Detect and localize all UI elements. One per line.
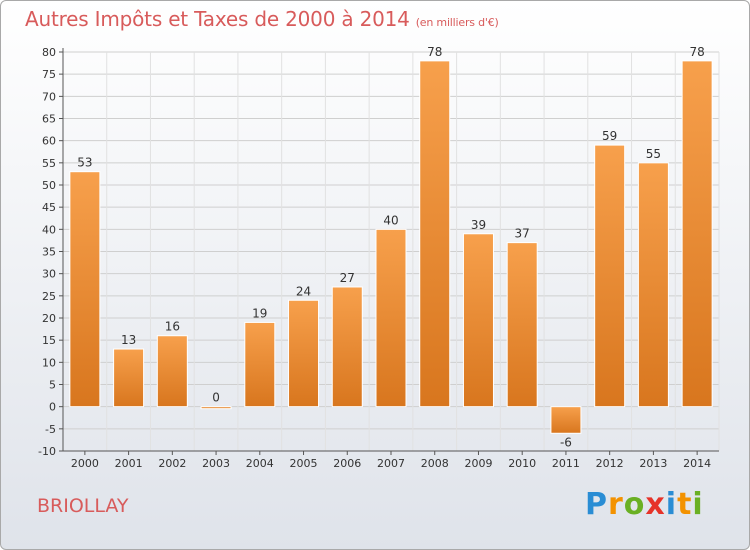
bar: [113, 348, 145, 408]
x-tick-label: 2013: [639, 457, 667, 470]
bar: [375, 228, 407, 408]
y-tick-label: 40: [42, 223, 56, 236]
title-text: Autres Impôts et Taxes de 2000 à 2014: [25, 7, 410, 31]
bar: [69, 171, 101, 408]
bar-value-label: 59: [602, 129, 617, 143]
x-tick-label: 2003: [202, 457, 230, 470]
bar: [331, 286, 363, 408]
bar-value-label: 78: [427, 45, 442, 59]
x-tick-label: 2000: [71, 457, 99, 470]
logo-letter: r: [608, 487, 624, 522]
bar: [681, 60, 713, 408]
y-tick-label: 65: [42, 113, 56, 126]
y-tick-label: 75: [42, 68, 56, 81]
bar: [419, 60, 451, 408]
logo-letter: i: [665, 487, 678, 522]
y-tick-label: -10: [38, 445, 56, 458]
y-tick-label: 15: [42, 334, 56, 347]
x-tick-label: 2010: [508, 457, 536, 470]
y-tick-label: 30: [42, 268, 56, 281]
logo-letter: t: [677, 487, 693, 522]
x-tick-label: 2006: [333, 457, 361, 470]
x-tick-label: 2007: [377, 457, 405, 470]
bar-value-label: 16: [165, 320, 180, 334]
bar: [200, 406, 232, 410]
proxiti-logo[interactable]: Proxiti: [585, 487, 704, 522]
bar: [244, 321, 276, 408]
bar-value-label: 39: [471, 218, 486, 232]
x-tick-label: 2012: [596, 457, 624, 470]
x-tick-label: 2011: [552, 457, 580, 470]
chart-title: Autres Impôts et Taxes de 2000 à 2014 (en…: [25, 7, 499, 31]
logo-letter: o: [623, 487, 646, 522]
y-tick-label: 35: [42, 246, 56, 259]
bar-value-label: 27: [340, 271, 355, 285]
y-tick-label: 45: [42, 201, 56, 214]
y-tick-label: -5: [45, 423, 56, 436]
bars: [69, 60, 713, 434]
labels: 53 13 16 0 19 24 27 40 78 39 37 -6 59 55 78: [77, 45, 705, 449]
bar: [506, 242, 538, 408]
bar: [594, 144, 626, 408]
bar-value-label: 53: [77, 156, 92, 170]
y-tick-label: 60: [42, 135, 56, 148]
y-tick-label: 70: [42, 90, 56, 103]
logo-letter: x: [645, 487, 666, 522]
x-tick-label: 2009: [464, 457, 492, 470]
bar-value-label: -6: [560, 435, 572, 449]
bar-value-label: 78: [689, 45, 704, 59]
bar: [288, 299, 320, 408]
y-tick-label: 0: [49, 401, 56, 414]
bar: [462, 233, 494, 408]
town-name: BRIOLLAY: [37, 495, 129, 517]
bar-value-label: 13: [121, 333, 136, 347]
title-unit: (en milliers d'€): [415, 16, 499, 29]
bar-value-label: 24: [296, 284, 311, 298]
y-tick-label: 5: [49, 379, 56, 392]
bar-value-label: 19: [252, 306, 267, 320]
y-tick-label: 55: [42, 157, 56, 170]
bar-value-label: 55: [646, 147, 661, 161]
x-tick-label: 2008: [421, 457, 449, 470]
bar-value-label: 0: [212, 391, 220, 405]
y-tick-label: 80: [42, 46, 56, 59]
x-tick-label: 2002: [158, 457, 186, 470]
x-tick-label: 2004: [246, 457, 274, 470]
x-tick-label: 2001: [115, 457, 143, 470]
bar: [637, 162, 669, 408]
y-tick-label: 20: [42, 312, 56, 325]
y-tick-label: 25: [42, 290, 56, 303]
logo-letter: i: [692, 487, 704, 522]
x-tick-label: 2005: [290, 457, 318, 470]
bar-value-label: 37: [515, 227, 530, 241]
y-tick-label: 50: [42, 179, 56, 192]
axes: -10 -5 0 5 10 15 20 25 30 35 40 45 50 55 60 65 70 75 80 200…: [38, 46, 719, 470]
bar-value-label: 40: [383, 213, 398, 227]
bar: [156, 335, 188, 408]
bar: [550, 406, 582, 434]
x-tick-label: 2014: [683, 457, 711, 470]
y-tick-label: 10: [42, 356, 56, 369]
logo-letter: P: [585, 487, 608, 522]
